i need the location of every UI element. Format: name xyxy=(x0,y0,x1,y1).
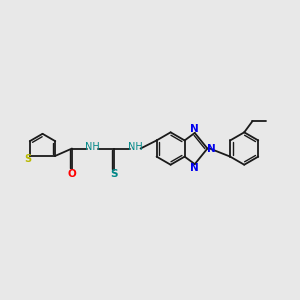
Text: S: S xyxy=(24,154,31,164)
Text: N: N xyxy=(208,143,216,154)
Text: O: O xyxy=(68,169,76,179)
Text: NH: NH xyxy=(128,142,143,152)
Text: S: S xyxy=(110,169,118,179)
Text: N: N xyxy=(190,124,199,134)
Text: N: N xyxy=(190,163,199,173)
Text: NH: NH xyxy=(85,142,100,152)
